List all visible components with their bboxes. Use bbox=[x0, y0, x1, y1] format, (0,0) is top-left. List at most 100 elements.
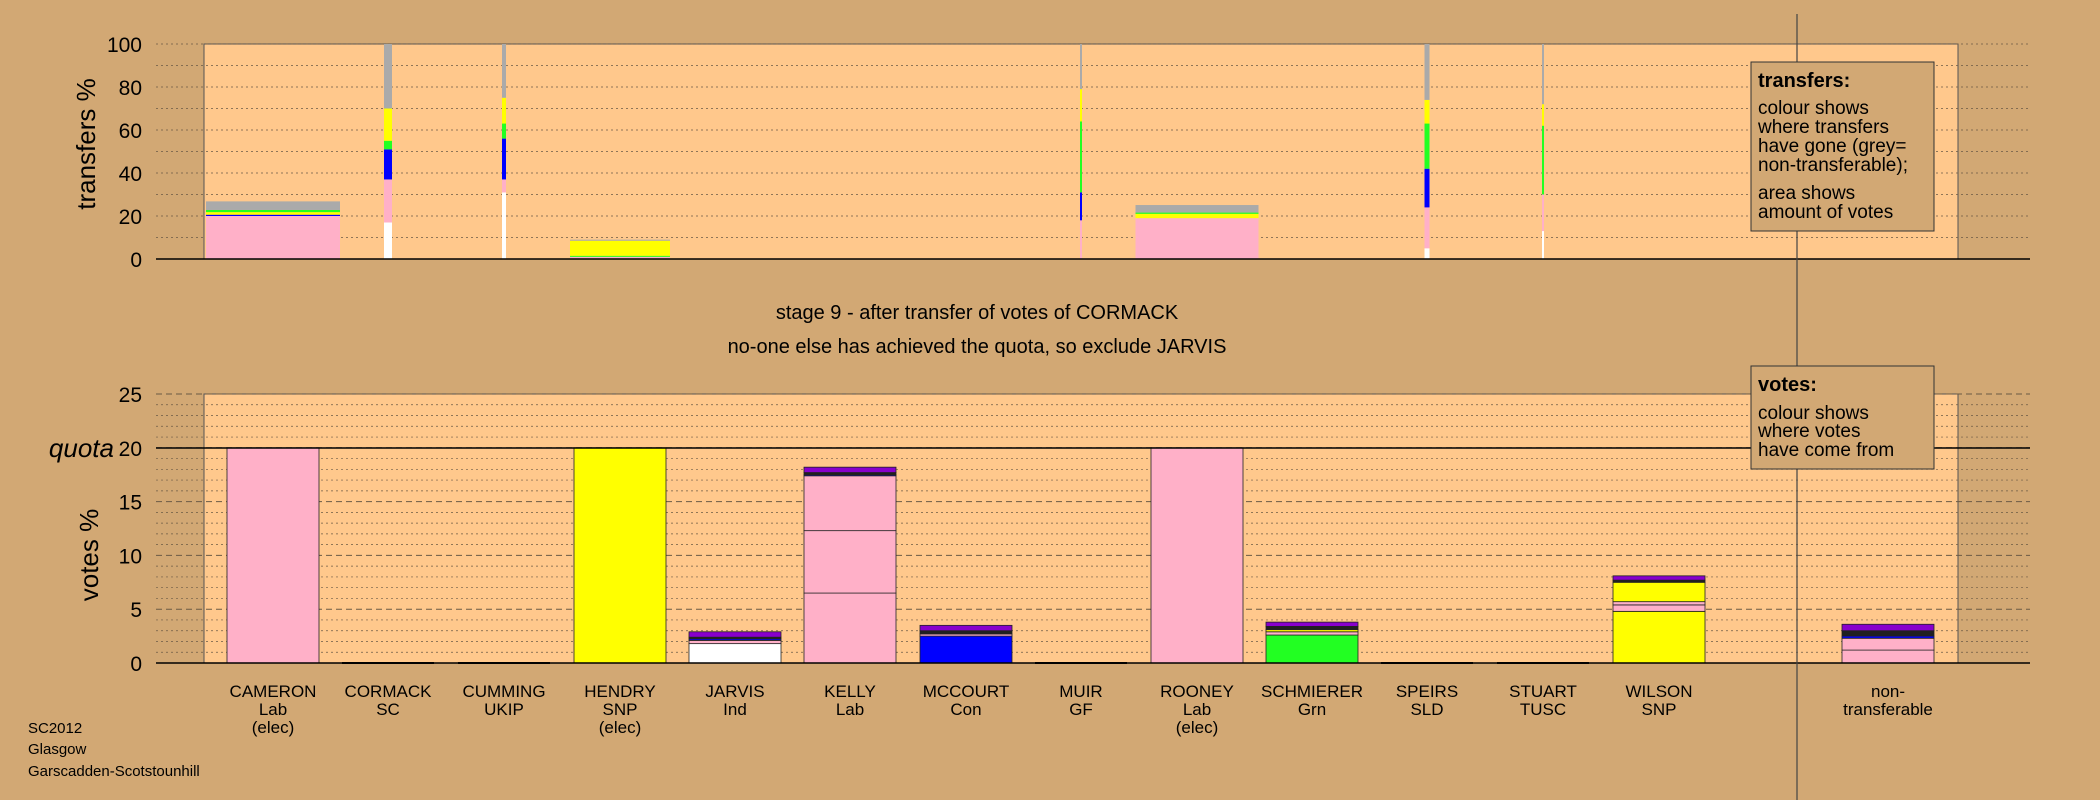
votes-y-tick: 25 bbox=[119, 384, 142, 407]
vote-segment bbox=[1612, 610, 1706, 664]
candidate-name: SCHMIERER bbox=[1261, 682, 1363, 701]
transfer-segment bbox=[1135, 212, 1259, 214]
candidate-party: transferable bbox=[1843, 700, 1933, 719]
vote-segment bbox=[1612, 604, 1706, 612]
candidate-party: Grn bbox=[1298, 700, 1326, 719]
quota-label: quota bbox=[49, 433, 114, 463]
votes-bars bbox=[226, 447, 1935, 664]
transfer-segment bbox=[1080, 44, 1082, 90]
candidate-party: GF bbox=[1069, 700, 1093, 719]
transfer-segment bbox=[1424, 248, 1430, 259]
vote-segment bbox=[226, 447, 320, 664]
vote-segment bbox=[1841, 649, 1935, 664]
vote-segment bbox=[1612, 581, 1706, 603]
candidate-name: WILSON bbox=[1625, 682, 1692, 701]
candidate-status: (elec) bbox=[252, 718, 295, 737]
candidate-party: SNP bbox=[1642, 700, 1677, 719]
candidate-name: HENDRY bbox=[584, 682, 655, 701]
transfers-y-tick: 100 bbox=[107, 34, 142, 57]
stage-note: no-one else has achieved the quota, so e… bbox=[728, 336, 1227, 358]
transfer-segment bbox=[384, 149, 392, 180]
candidate-party: Lab bbox=[259, 700, 287, 719]
candidate-party: Ind bbox=[723, 700, 747, 719]
transfer-segment bbox=[570, 239, 670, 241]
transfers-y-tick: 20 bbox=[119, 206, 142, 229]
transfers-legend-line: amount of votes bbox=[1758, 202, 1893, 223]
candidate-name: KELLY bbox=[824, 682, 876, 701]
transfer-segment bbox=[384, 222, 392, 259]
votes-y-tick: 20 bbox=[119, 438, 142, 461]
candidate-name: JARVIS bbox=[705, 682, 764, 701]
candidate-party: Lab bbox=[836, 700, 864, 719]
candidate-party: SLD bbox=[1410, 700, 1443, 719]
transfers-y-ticks: 0 20 40 60 80 100 bbox=[107, 34, 142, 272]
transfer-segment bbox=[206, 201, 340, 210]
vote-segment bbox=[1612, 601, 1706, 606]
transfers-legend-line: colour shows bbox=[1758, 98, 1869, 119]
vote-segment bbox=[803, 530, 897, 594]
transfer-segment bbox=[1542, 44, 1544, 105]
transfer-segment bbox=[502, 44, 506, 98]
votes-legend-line: have come from bbox=[1758, 440, 1894, 461]
vote-segment bbox=[1841, 630, 1935, 637]
transfer-segment bbox=[384, 140, 392, 150]
votes-legend-box bbox=[1750, 365, 1935, 470]
vote-segment bbox=[688, 643, 782, 664]
transfer-segment bbox=[384, 179, 392, 223]
transfer-segment bbox=[1135, 218, 1259, 259]
transfer-segment bbox=[502, 123, 506, 139]
vote-segment bbox=[919, 635, 1013, 664]
candidate-party: TUSC bbox=[1520, 700, 1566, 719]
transfer-segment bbox=[1424, 44, 1430, 100]
transfer-segment bbox=[206, 216, 340, 259]
votes-legend-line: colour shows bbox=[1758, 403, 1869, 424]
vote-segment bbox=[803, 592, 897, 664]
votes-y-tick: 5 bbox=[130, 599, 142, 622]
votes-legend-line: where votes bbox=[1757, 421, 1860, 442]
candidate-party: SNP bbox=[603, 700, 638, 719]
candidate-name: CUMMING bbox=[462, 682, 545, 701]
transfer-segment bbox=[1542, 125, 1544, 195]
transfer-segment bbox=[1080, 89, 1082, 122]
transfer-segment bbox=[502, 179, 506, 193]
transfers-legend-title: transfers: bbox=[1758, 70, 1850, 92]
vote-segment bbox=[1265, 631, 1359, 636]
vote-segment bbox=[1150, 447, 1244, 664]
candidate-labels: CAMERONLab(elec)CORMACKSCCUMMINGUKIPHEND… bbox=[230, 682, 1933, 737]
candidate-party: Lab bbox=[1183, 700, 1211, 719]
candidate-name: MUIR bbox=[1059, 682, 1102, 701]
footer-election: SC2012 bbox=[28, 720, 82, 737]
vote-segment bbox=[1265, 634, 1359, 664]
transfer-segment bbox=[570, 255, 670, 257]
transfer-segment bbox=[1080, 121, 1082, 193]
footer-ward: Garscadden-Scotstounhill bbox=[28, 763, 200, 780]
candidate-status: (elec) bbox=[599, 718, 642, 737]
transfer-segment bbox=[206, 209, 340, 213]
vote-segment bbox=[1265, 621, 1359, 627]
votes-y-tick: 0 bbox=[130, 653, 142, 676]
candidate-name: CORMACK bbox=[345, 682, 433, 701]
transfer-segment bbox=[206, 212, 340, 215]
transfer-segment bbox=[1424, 99, 1430, 124]
transfer-segment bbox=[384, 44, 392, 109]
votes-y-label: votes % bbox=[74, 509, 104, 602]
transfers-legend-line: area shows bbox=[1758, 183, 1855, 204]
vote-segment bbox=[688, 631, 782, 638]
votes-y-tick: 15 bbox=[119, 492, 142, 515]
vote-segment bbox=[919, 630, 1013, 635]
candidate-name: SPEIRS bbox=[1396, 682, 1458, 701]
candidate-name: MCCOURT bbox=[923, 682, 1010, 701]
transfer-segment bbox=[1424, 123, 1430, 169]
transfers-grid bbox=[156, 43, 2030, 238]
vote-segment bbox=[1612, 575, 1706, 581]
transfer-segment bbox=[502, 138, 506, 180]
transfer-segment bbox=[206, 214, 340, 216]
transfer-segment bbox=[502, 192, 506, 259]
transfers-y-tick: 40 bbox=[119, 163, 142, 186]
transfer-segment bbox=[1135, 205, 1259, 213]
vote-segment bbox=[1265, 626, 1359, 631]
transfers-legend: transfers: colour shows where transfers … bbox=[1750, 61, 1935, 232]
transfer-segment bbox=[1135, 213, 1259, 219]
votes-legend-title: votes: bbox=[1758, 374, 1817, 396]
